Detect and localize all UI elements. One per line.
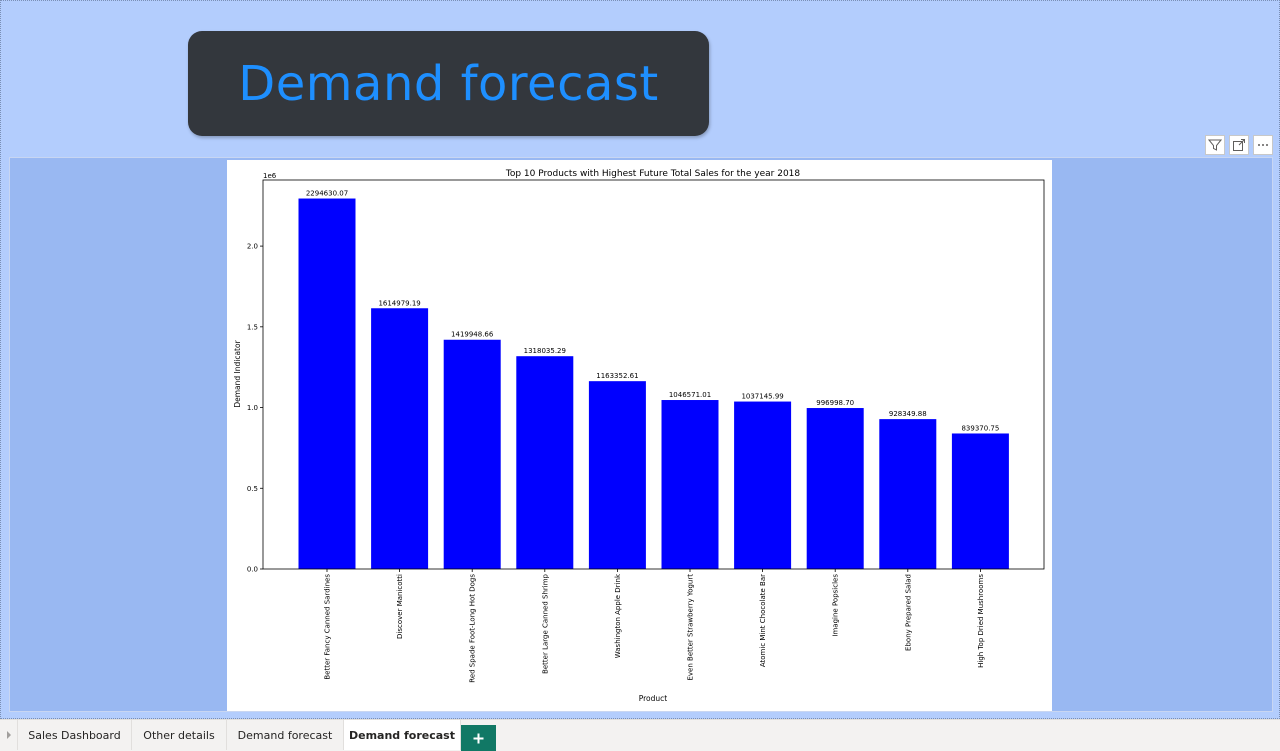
bar [661,400,719,569]
bar-value-label: 1037145.99 [741,393,783,401]
bar [516,356,574,569]
x-tick-label: Red Spade Foot-Long Hot Dogs [469,574,477,683]
tab-label: Other details [143,728,215,742]
plus-icon [473,733,484,743]
x-tick-label: Imagine Popsicles [832,574,840,637]
tab-label: Sales Dashboard [28,728,121,742]
tab-demand-forecast-active[interactable]: Demand forecast [344,720,461,750]
tab-label: Demand forecast [349,728,455,742]
visual-header [1205,135,1273,155]
bar [371,308,429,569]
x-tick-label: Discover Manicotti [396,574,404,639]
bar-value-label: 1419948.66 [451,331,494,339]
bar-value-label: 928349.88 [889,410,927,418]
bar [806,408,864,569]
y-tick-label: 1.5 [247,323,258,331]
more-options-icon[interactable] [1253,135,1273,155]
x-tick-label: Washington Apple Drink [614,573,622,658]
filter-icon[interactable] [1205,135,1225,155]
title-textbox[interactable]: Demand forecast [188,31,709,136]
y-ticks-group: 0.0 0.5 1.0 1.5 2.0 [247,243,263,574]
bar [734,401,792,569]
bar-value-label: 1163352.61 [596,372,638,380]
x-tick-label: Better Large Canned Shrimp [541,573,549,673]
page-title: Demand forecast [238,55,659,112]
y-tick-label: 0.0 [247,566,258,574]
tab-sales-dashboard[interactable]: Sales Dashboard [18,720,132,750]
x-tick-label: Atomic Mint Chocolate Bar [759,574,767,667]
bar [951,433,1009,569]
x-tick-label: Better Fancy Canned Sardines [324,574,332,680]
bar [879,419,937,569]
bar [443,339,501,569]
bar-value-label: 839370.75 [961,424,999,432]
tab-scroll-left-icon[interactable] [0,720,18,750]
x-axis-label: Product [639,694,668,703]
x-ticks-group: Better Fancy Canned Sardines Discover Man… [324,569,985,683]
bar-value-label: 1318035.29 [524,347,566,355]
chart-title: Top 10 Products with Highest Future Tota… [505,169,801,179]
report-canvas: Demand forecast Top 10 Products with Hig… [0,0,1280,719]
add-page-button[interactable] [461,725,496,751]
page-tab-bar: Sales Dashboard Other details Demand for… [0,719,1280,751]
bars-group: 2294630.07 1614979.19 1419948.66 1318035.29… [298,190,1009,570]
bar-chart: Top 10 Products with Highest Future Tota… [233,169,1045,703]
tab-demand-forecast[interactable]: Demand forecast [227,720,344,750]
bar-value-label: 1046571.01 [669,391,711,399]
tab-label: Demand forecast [237,728,333,742]
bar-value-label: 2294630.07 [306,190,348,198]
bar [588,381,646,569]
plot-frame [262,179,1045,570]
y-tick-label: 0.5 [247,485,258,493]
focus-mode-icon[interactable] [1229,135,1249,155]
bar-value-label: 996998.70 [816,399,854,407]
chart-image: Top 10 Products with Highest Future Tota… [227,160,1052,711]
tab-other-details[interactable]: Other details [132,720,227,750]
x-tick-label: High Top Dried Mushrooms [977,574,985,668]
y-scale-label: 1e6 [263,172,277,180]
y-tick-label: 1.0 [247,404,258,412]
bar [298,198,356,570]
y-axis-label: Demand Indicator [233,339,242,407]
bar-value-label: 1614979.19 [378,299,420,307]
x-tick-label: Even Better Strawberry Yogurt [687,574,695,681]
y-tick-label: 2.0 [247,243,258,251]
x-tick-label: Ebony Prepared Salad [904,574,912,651]
